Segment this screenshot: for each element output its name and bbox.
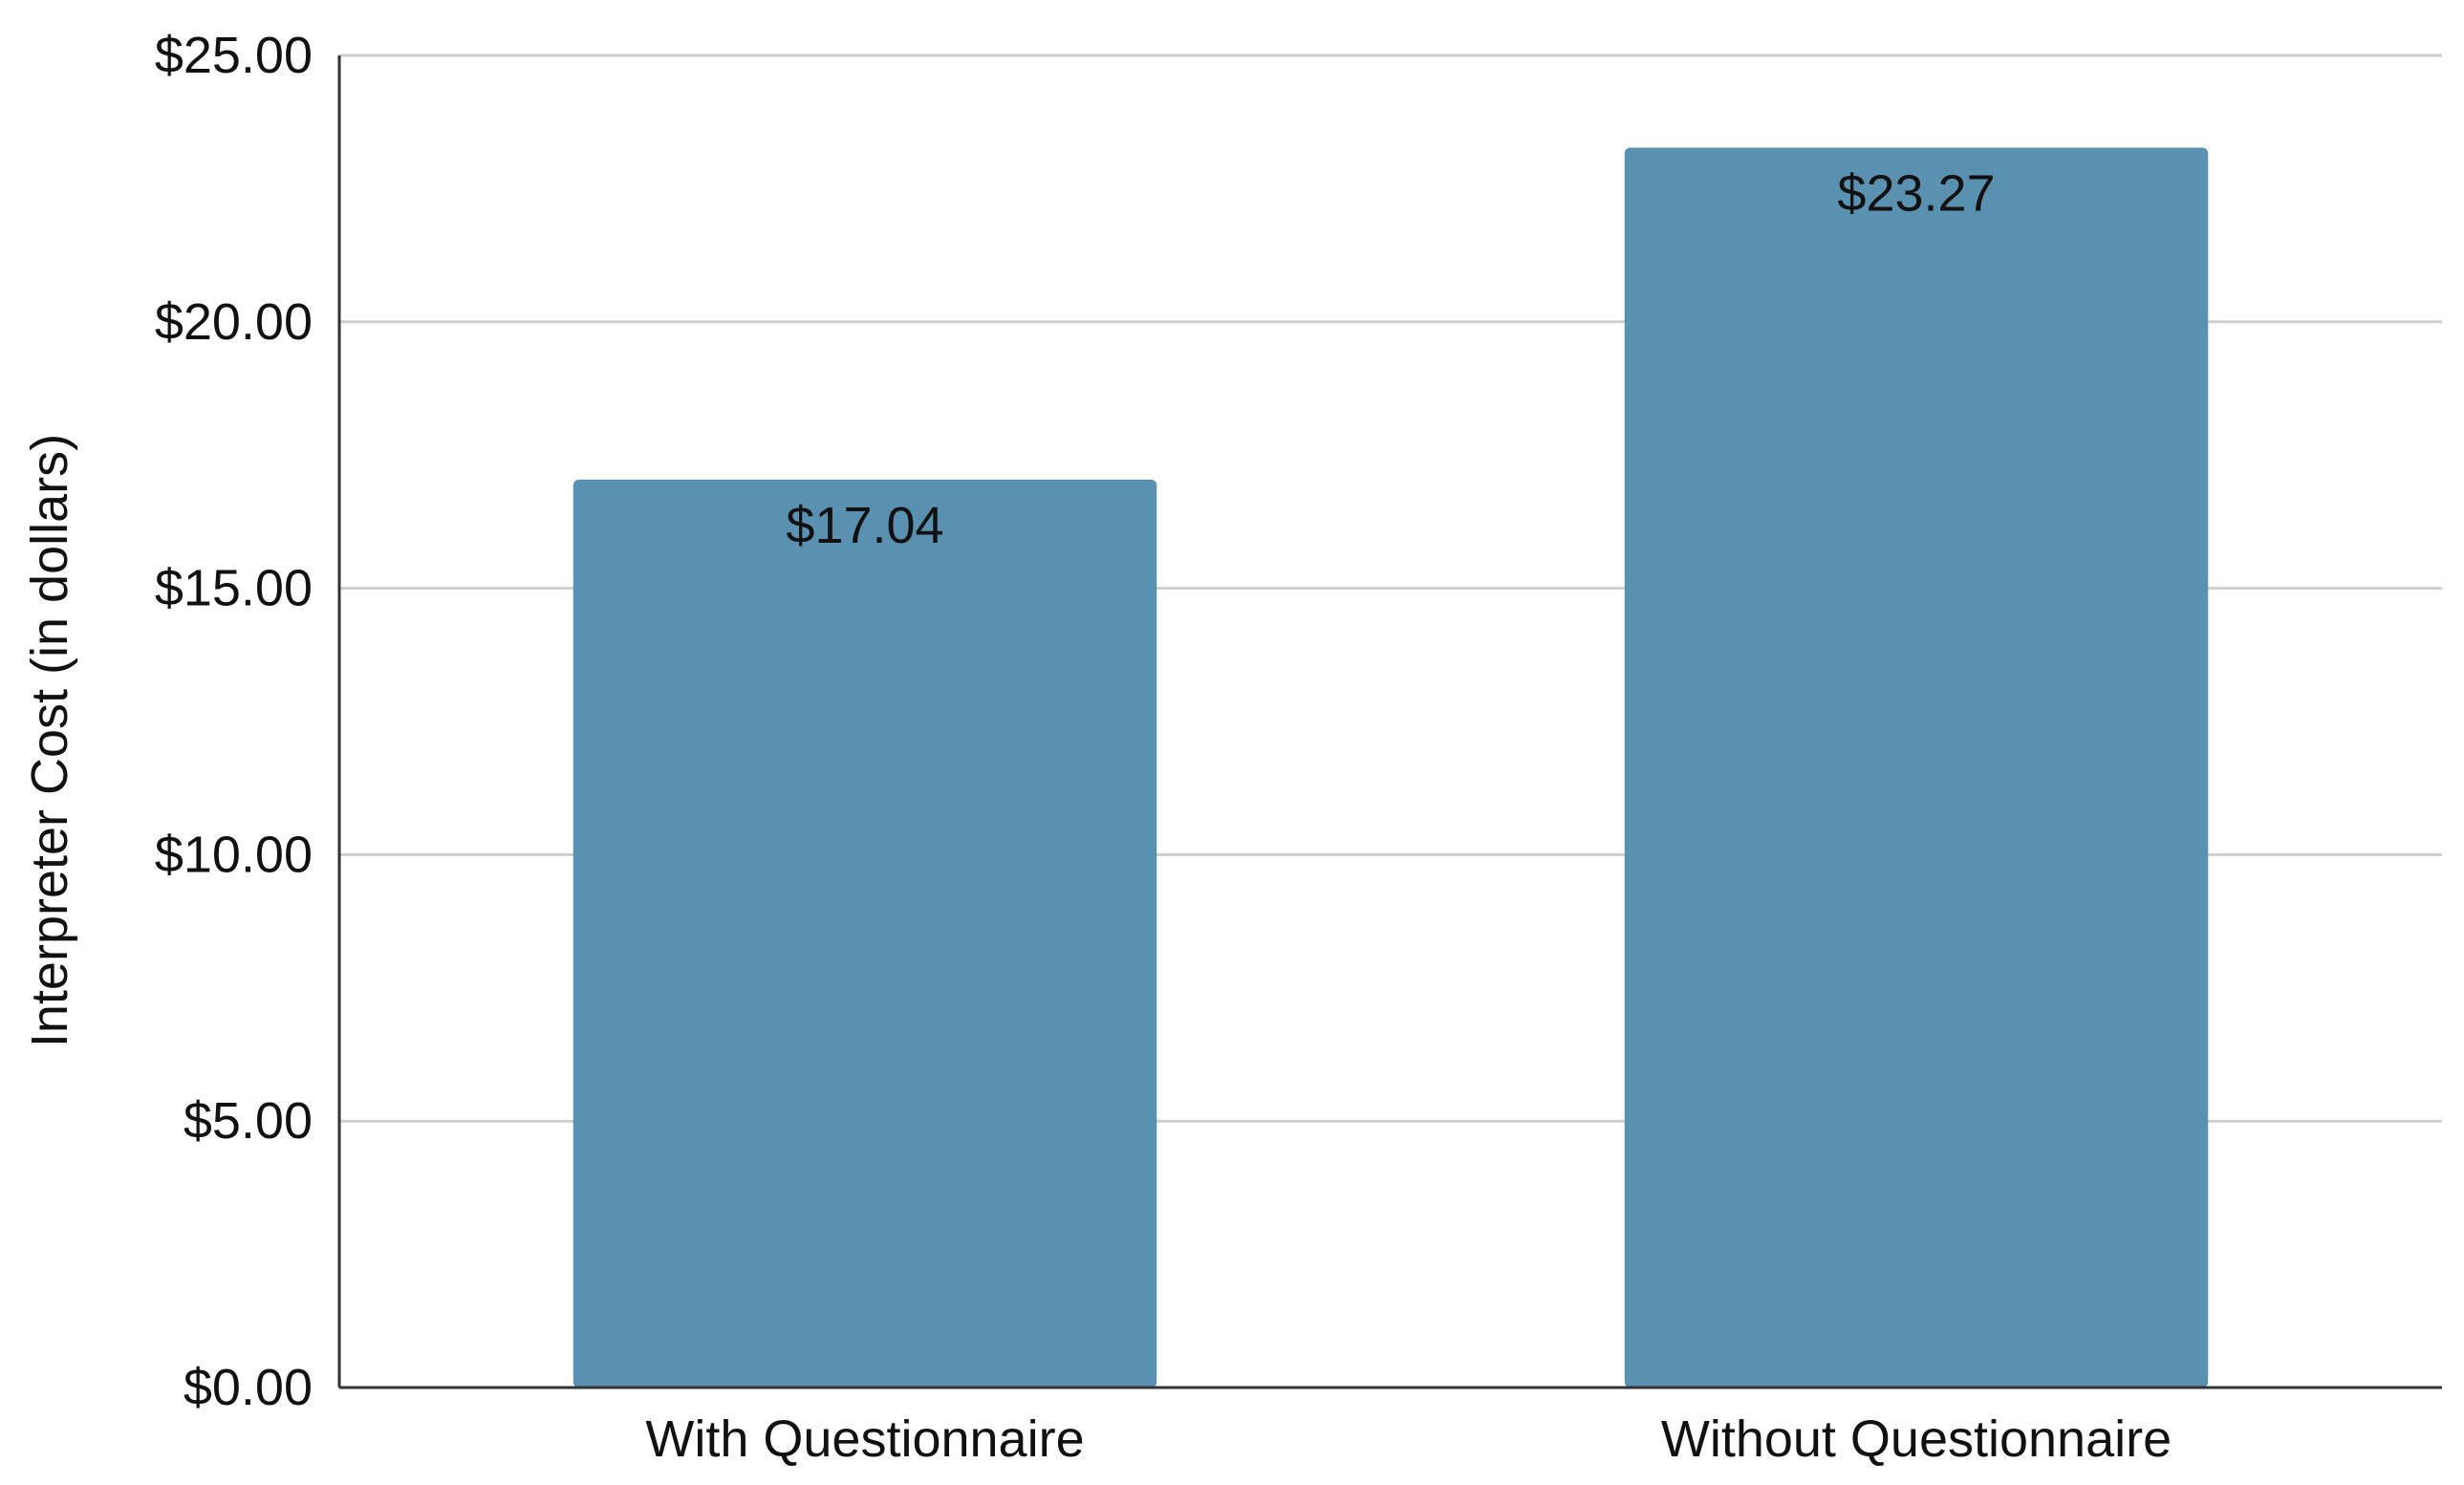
y-tick-label: $15.00 <box>155 560 313 617</box>
data-labels: $17.04 $23.27 <box>786 164 1995 553</box>
x-category-label: Without Questionnaire <box>1661 1410 2172 1468</box>
y-tick-label: $25.00 <box>155 27 313 84</box>
x-category-label: With Questionnaire <box>645 1410 1084 1468</box>
y-tick-label: $5.00 <box>184 1092 313 1150</box>
bars <box>573 147 2209 1388</box>
y-tick-label: $10.00 <box>155 826 313 883</box>
y-axis-title: Interpreter Cost (in dollars) <box>21 434 78 1047</box>
x-category-labels: With Questionnaire Without Questionnaire <box>645 1410 2172 1468</box>
y-tick-labels: $0.00 $5.00 $10.00 $15.00 $20.00 $25.00 <box>155 27 313 1416</box>
data-label: $23.27 <box>1837 164 1995 222</box>
y-tick-label: $0.00 <box>184 1359 313 1416</box>
bar <box>573 479 1157 1388</box>
bar <box>1624 147 2209 1388</box>
axes <box>337 55 2442 1389</box>
data-label: $17.04 <box>786 497 943 554</box>
y-tick-label: $20.00 <box>155 293 313 351</box>
